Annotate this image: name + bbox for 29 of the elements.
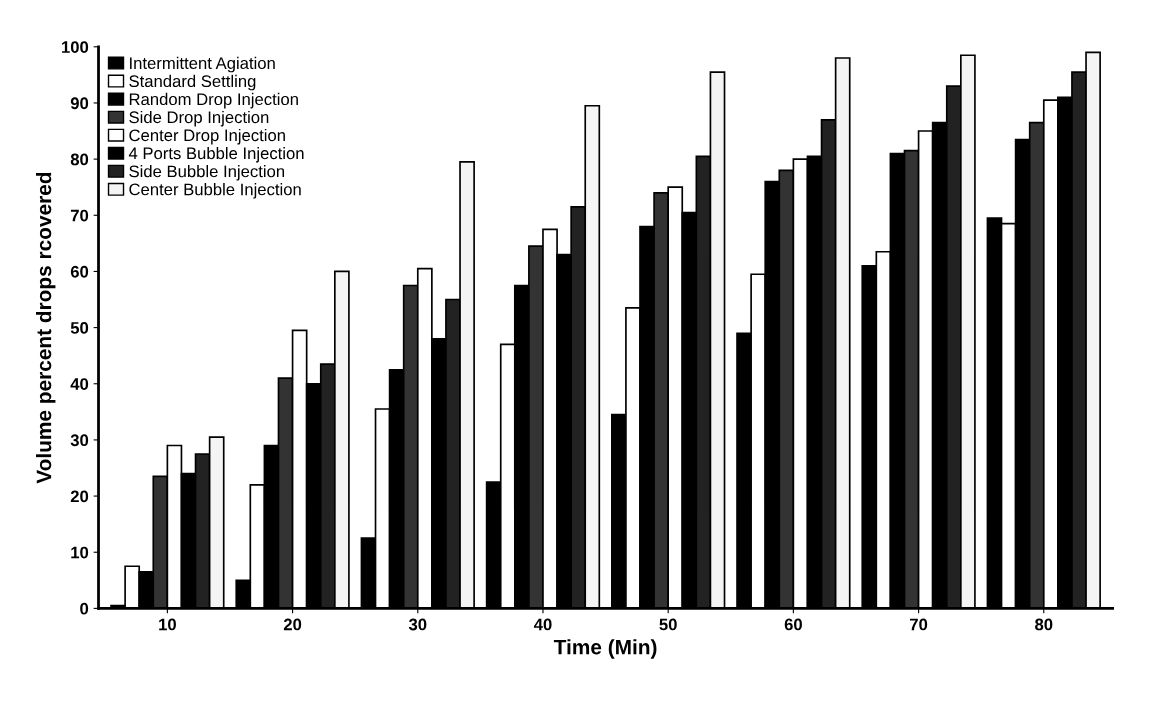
y-tick-label: 90 [70, 97, 89, 110]
legend-label: Side Bubble Injection [129, 165, 285, 181]
legend-label: Random Drop Injection [129, 92, 298, 109]
x-tick-label: 20 [283, 618, 302, 631]
legend-label: Standard Settling [129, 74, 256, 91]
x-tick-label: 70 [910, 618, 928, 631]
x-tick-label: 40 [533, 618, 552, 631]
x-tick-label: 50 [659, 618, 677, 631]
y-tick-label: 70 [70, 209, 89, 222]
y-tick-label: 50 [70, 322, 89, 334]
x-tick-label: 80 [1035, 618, 1053, 631]
y-tick-label: 60 [70, 265, 89, 278]
y-tick-label: 40 [70, 378, 89, 390]
y-axis-title: Volume percent drops rcovered [36, 172, 56, 484]
legend-label: Center Bubble Injection [129, 183, 301, 199]
x-axis-title: Time (Min) [553, 639, 657, 659]
legend-label: Side Drop Injection [129, 110, 269, 127]
y-tick-label: 80 [70, 153, 89, 166]
x-tick-label: 10 [159, 618, 176, 631]
y-tick-label: 20 [70, 490, 89, 503]
y-tick-label: 30 [70, 434, 89, 447]
y-tick-label: 100 [62, 41, 89, 53]
y-tick-label: 0 [80, 602, 89, 615]
legend-label: Intermittent Agiation [130, 56, 275, 73]
legend-label: Center Drop Injection [129, 128, 285, 145]
x-tick-label: 30 [408, 618, 427, 631]
y-tick-label: 10 [71, 546, 89, 559]
x-tick-label: 60 [784, 618, 802, 631]
legend-label: 4 Ports Bubble Injection [128, 146, 304, 163]
